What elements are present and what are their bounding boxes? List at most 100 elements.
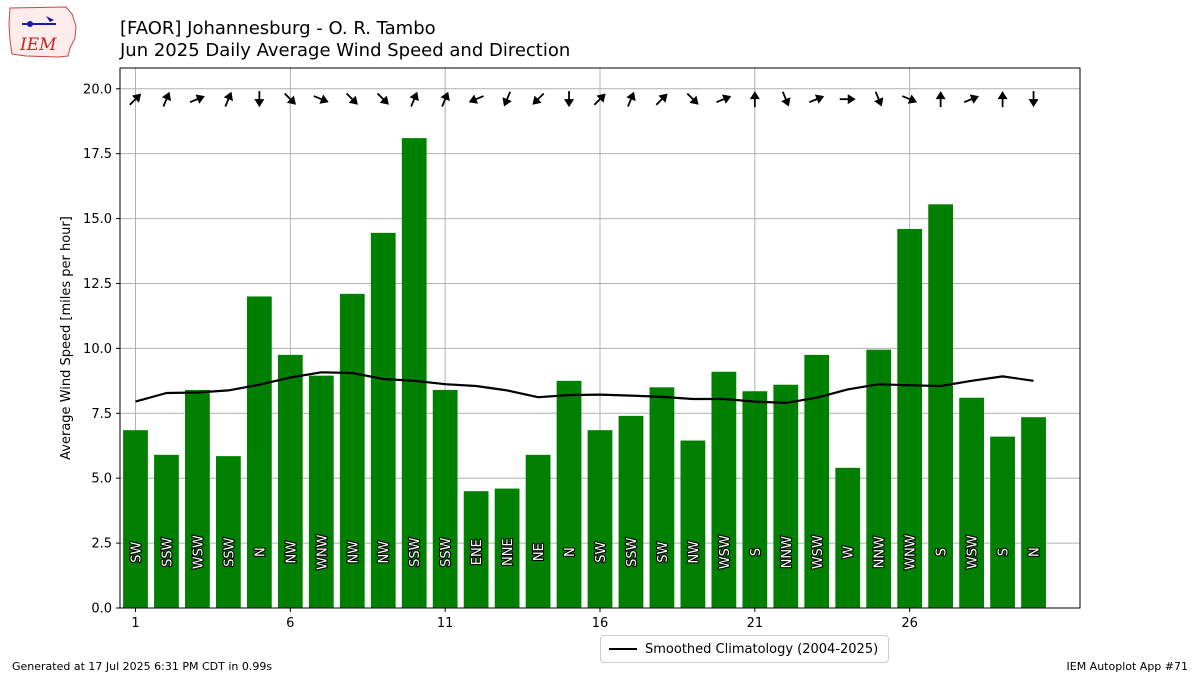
wind-arrow-icon bbox=[874, 91, 884, 107]
direction-label: WSW bbox=[966, 535, 981, 569]
direction-label: WNW bbox=[315, 534, 330, 570]
wind-speed-bar bbox=[897, 228, 923, 608]
generated-timestamp: Generated at 17 Jul 2025 6:31 PM CDT in … bbox=[12, 660, 273, 673]
wind-arrow-icon bbox=[254, 91, 265, 108]
legend-line-swatch bbox=[609, 648, 637, 650]
wind-speed-bar bbox=[154, 454, 179, 608]
wind-speed-bar bbox=[463, 491, 489, 608]
wind-arrow-icon bbox=[655, 93, 668, 106]
x-tick-label: 6 bbox=[286, 616, 294, 631]
direction-label: S bbox=[997, 548, 1012, 556]
wind-speed-bar bbox=[401, 138, 427, 608]
direction-label: SW bbox=[656, 541, 671, 562]
wind-arrow-icon bbox=[781, 91, 791, 107]
wind-speed-bar bbox=[649, 387, 675, 608]
wind-speed-bar bbox=[773, 384, 799, 608]
direction-label: NW bbox=[284, 541, 299, 564]
wind-speed-bar bbox=[866, 349, 892, 608]
direction-label: SSW bbox=[408, 537, 423, 567]
direction-label: WSW bbox=[718, 535, 733, 569]
direction-label: N bbox=[563, 547, 578, 557]
direction-label: SSW bbox=[439, 537, 454, 567]
x-axis-ticks: 1 6 11 16 21 26 bbox=[131, 608, 918, 631]
app-credit: IEM Autoplot App #71 bbox=[1066, 660, 1189, 673]
x-tick-label: 26 bbox=[901, 616, 918, 631]
wind-speed-bar bbox=[835, 467, 861, 608]
wind-arrow-icon bbox=[1028, 91, 1039, 108]
wind-speed-bar bbox=[959, 397, 984, 608]
wind-arrow-icon bbox=[223, 91, 234, 107]
direction-label: W bbox=[842, 546, 857, 559]
wind-arrow-icon bbox=[935, 91, 946, 108]
wind-speed-bar bbox=[494, 488, 520, 608]
wind-arrow-icon bbox=[376, 92, 389, 105]
direction-label: NNE bbox=[501, 538, 516, 566]
wind-speed-bar bbox=[123, 430, 148, 608]
wind-arrow-icon bbox=[593, 93, 606, 106]
logo-text: IEM bbox=[19, 35, 57, 55]
x-tick-label: 21 bbox=[747, 616, 764, 631]
state-outline-icon bbox=[8, 6, 77, 58]
wind-arrow-icon bbox=[345, 92, 358, 105]
direction-labels: SW SSW WSW SSW N NW WNW NW NW SSW SSW ENE NNE NE N SW SS… bbox=[128, 533, 1043, 571]
wind-arrow-icon bbox=[313, 94, 329, 104]
wind-arrow-icon bbox=[532, 92, 545, 105]
wind-speed-bar bbox=[928, 204, 954, 608]
wind-arrow-icon bbox=[189, 94, 205, 104]
y-tick-label: 17.5 bbox=[83, 147, 112, 162]
direction-label: SW bbox=[129, 541, 144, 562]
direction-label: SSW bbox=[625, 537, 640, 567]
y-tick-label: 2.5 bbox=[91, 537, 112, 552]
direction-label: NW bbox=[687, 541, 702, 564]
direction-label: N bbox=[1028, 547, 1043, 557]
wind-speed-bar bbox=[216, 456, 241, 608]
direction-label: ENE bbox=[470, 539, 485, 565]
wind-arrow-icon bbox=[161, 91, 172, 107]
y-axis-ticks: 0.0 2.5 5.0 7.5 10.0 12.5 15.0 17.5 20.0 bbox=[83, 82, 120, 617]
wind-speed-bar bbox=[556, 380, 582, 608]
direction-label: NNW bbox=[780, 536, 795, 568]
x-tick-label: 16 bbox=[592, 616, 609, 631]
direction-label: SSW bbox=[222, 537, 237, 567]
wind-speed-bar bbox=[742, 391, 768, 608]
wind-speed-bar bbox=[339, 293, 365, 608]
wind-speed-bar bbox=[587, 430, 613, 608]
wind-speed-bar bbox=[308, 375, 334, 608]
y-tick-label: 20.0 bbox=[83, 82, 112, 97]
direction-label: NW bbox=[377, 541, 392, 564]
direction-label: NNW bbox=[873, 536, 888, 568]
y-tick-label: 5.0 bbox=[91, 472, 112, 487]
y-tick-label: 7.5 bbox=[91, 407, 112, 422]
wind-arrow-icon bbox=[686, 92, 699, 105]
direction-label: S bbox=[749, 548, 764, 556]
wind-arrow-icon bbox=[284, 92, 296, 105]
direction-label: NE bbox=[532, 543, 547, 561]
wind-speed-bar bbox=[990, 436, 1015, 608]
wind-arrow-icon bbox=[502, 91, 512, 107]
wind-arrow-icon bbox=[749, 91, 760, 108]
wind-arrow-icon bbox=[997, 91, 1008, 108]
wind-speed-bar bbox=[246, 296, 272, 608]
wind-arrow-icon bbox=[963, 94, 980, 104]
wind-arrow-icon bbox=[716, 94, 732, 104]
wind-speed-bar bbox=[277, 354, 303, 608]
direction-label: SW bbox=[594, 541, 609, 562]
x-tick-label: 11 bbox=[437, 616, 454, 631]
wind-speed-bar bbox=[711, 371, 737, 608]
wind-arrow-icon bbox=[626, 91, 636, 107]
direction-label: WNW bbox=[904, 534, 919, 570]
y-tick-label: 10.0 bbox=[83, 342, 112, 357]
chart-subtitle: Jun 2025 Daily Average Wind Speed and Di… bbox=[120, 40, 571, 61]
legend: Smoothed Climatology (2004-2025) bbox=[600, 635, 890, 663]
y-tick-label: 15.0 bbox=[83, 212, 112, 227]
direction-label: WSW bbox=[811, 535, 826, 569]
climatology-line bbox=[135, 371, 1034, 404]
wind-speed-bar bbox=[680, 440, 706, 608]
iem-logo: IEM bbox=[6, 4, 82, 60]
wind-arrow-icon bbox=[901, 94, 918, 104]
direction-label: WSW bbox=[191, 535, 206, 569]
wind-arrow-icon bbox=[440, 91, 450, 107]
chart-title: [FAOR] Johannesburg - O. R. Tambo bbox=[120, 18, 436, 39]
wind-speed-bar bbox=[525, 454, 551, 608]
